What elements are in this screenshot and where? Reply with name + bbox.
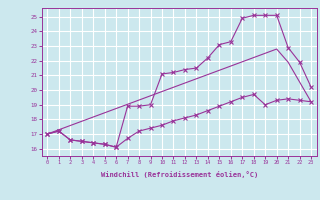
X-axis label: Windchill (Refroidissement éolien,°C): Windchill (Refroidissement éolien,°C) [100,171,258,178]
